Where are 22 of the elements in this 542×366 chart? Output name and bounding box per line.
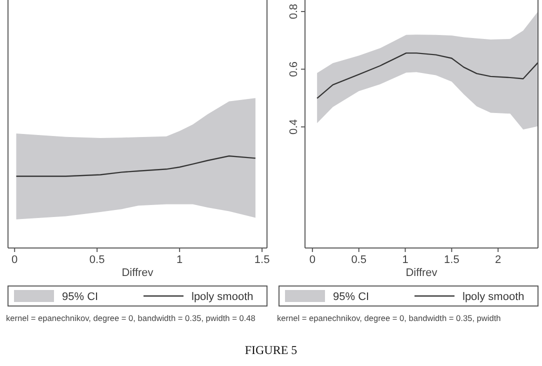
text: kernel = epanechnikov, degree = 0, bandwidth = 0.35, pwidth xyxy=(277,313,502,323)
x-tick-label: 0 xyxy=(309,254,316,266)
text: 95% CI xyxy=(62,291,98,303)
line-series xyxy=(316,52,539,99)
y-tick-label: 0.4 xyxy=(288,119,300,135)
legend-label: lpoly smooth xyxy=(192,291,254,303)
x-axis-title: Diffrev xyxy=(406,267,438,279)
x-tick-label: 1 xyxy=(402,254,408,266)
y-tick-label: 0.8 xyxy=(288,4,300,20)
text: 95% CI xyxy=(333,291,370,303)
x-tick-label: 0 xyxy=(12,254,18,266)
legend-label: lpoly smooth xyxy=(462,291,524,303)
y-tick-label: 0.6 xyxy=(288,62,300,77)
x-tick-label: 0.5 xyxy=(351,254,366,266)
x-tick-label: 0.5 xyxy=(89,254,105,266)
text: kernel = epanechnikov, degree = 0, bandwidth = 0.35, pwidth = 0.48 xyxy=(6,313,256,323)
x-tick-label: 2 xyxy=(495,254,502,266)
x-tick-label: 1 xyxy=(176,254,183,266)
x-axis-title: Diffrev xyxy=(122,267,154,279)
caption: FIGURE 5 xyxy=(244,343,298,357)
x-tick-label: 1.5 xyxy=(254,254,270,266)
x-tick-label: 1.5 xyxy=(444,254,460,266)
